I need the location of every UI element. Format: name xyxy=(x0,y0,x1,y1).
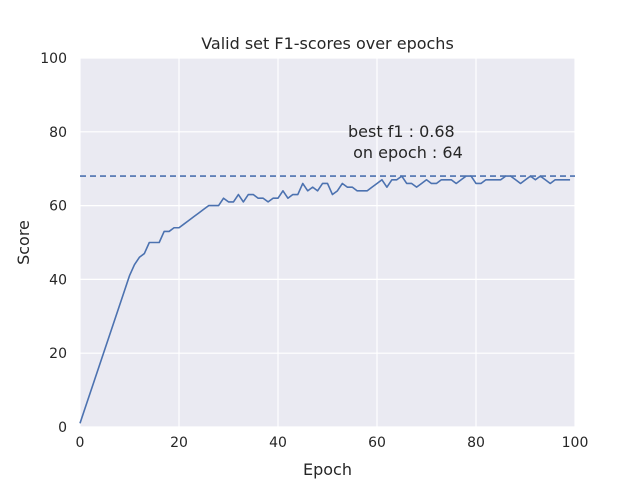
x-axis-label: Epoch xyxy=(303,460,352,479)
annotation-line-2: on epoch : 64 xyxy=(348,143,463,162)
x-ticks: 0 20 40 60 80 100 xyxy=(76,435,589,451)
y-tick-label: 20 xyxy=(49,346,67,362)
f1-score-line xyxy=(79,175,571,424)
plot-area xyxy=(80,58,575,427)
y-tick-label: 80 xyxy=(49,125,67,141)
x-tick-label: 20 xyxy=(170,435,188,451)
annotation-line-1: best f1 : 0.68 xyxy=(348,122,455,141)
chart-title: Valid set F1-scores over epochs xyxy=(201,34,454,53)
series-group xyxy=(79,175,571,424)
x-tick-label: 60 xyxy=(368,435,386,451)
y-tick-label: 40 xyxy=(49,272,67,288)
grid xyxy=(79,57,576,428)
y-ticks: 0 20 40 60 80 100 xyxy=(40,51,67,436)
x-tick-label: 80 xyxy=(467,435,485,451)
y-axis-label: Score xyxy=(14,220,33,265)
y-tick-label: 100 xyxy=(40,51,67,67)
x-tick-label: 100 xyxy=(562,435,589,451)
x-tick-label: 0 xyxy=(76,435,85,451)
x-tick-label: 40 xyxy=(269,435,287,451)
y-tick-label: 60 xyxy=(49,199,67,215)
y-tick-label: 0 xyxy=(58,420,67,436)
